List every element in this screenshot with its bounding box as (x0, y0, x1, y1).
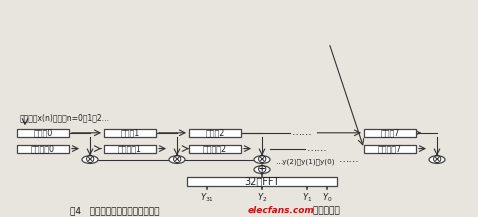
Text: ⊗: ⊗ (85, 153, 95, 166)
Text: …y(2)、y(1)、y(0): …y(2)、y(1)、y(0) (275, 159, 335, 165)
Text: 系数存储2: 系数存储2 (203, 144, 227, 153)
Circle shape (254, 166, 270, 173)
Circle shape (82, 156, 98, 163)
Bar (104, 129, 156, 137)
Text: 延时器2: 延时器2 (206, 128, 225, 137)
Text: $Y_2$: $Y_2$ (257, 191, 267, 204)
Text: 输入数据x(n)，其中n=0、1、2…: 输入数据x(n)，其中n=0、1、2… (20, 113, 110, 122)
Text: 延时器0: 延时器0 (33, 128, 53, 137)
Text: 系数存储0: 系数存储0 (31, 144, 55, 153)
Text: ……: …… (306, 143, 327, 153)
Bar (17, 129, 69, 137)
Bar (364, 145, 416, 153)
Bar (187, 177, 337, 186)
Text: ⊗: ⊗ (257, 153, 267, 166)
Bar (17, 145, 69, 153)
Bar (189, 129, 241, 137)
Text: $Y_{31}$: $Y_{31}$ (200, 191, 214, 204)
Text: ……: …… (339, 154, 360, 164)
Text: 电子发烧友: 电子发烧友 (310, 206, 340, 215)
Text: ⊗: ⊗ (172, 153, 182, 166)
Text: $Y_1$: $Y_1$ (302, 191, 312, 204)
Circle shape (254, 156, 270, 163)
Text: 延时器1: 延时器1 (120, 128, 140, 137)
Bar (189, 145, 241, 153)
Circle shape (429, 156, 445, 163)
Text: elecfans.com: elecfans.com (248, 206, 315, 215)
Text: ⊗: ⊗ (432, 153, 442, 166)
Text: $Y_0$: $Y_0$ (322, 191, 332, 204)
Circle shape (169, 156, 185, 163)
Text: ⊕: ⊕ (257, 163, 267, 176)
Text: 系数存储1: 系数存储1 (118, 144, 142, 153)
Text: ……: …… (292, 127, 313, 137)
Text: 延时器7: 延时器7 (380, 128, 400, 137)
Text: 系数存储7: 系数存储7 (378, 144, 402, 153)
Bar (364, 129, 416, 137)
Text: 32点FFT: 32点FFT (244, 177, 280, 187)
Text: 图4   多相滤波器组信道化实现框图: 图4 多相滤波器组信道化实现框图 (70, 206, 160, 215)
Bar (104, 145, 156, 153)
